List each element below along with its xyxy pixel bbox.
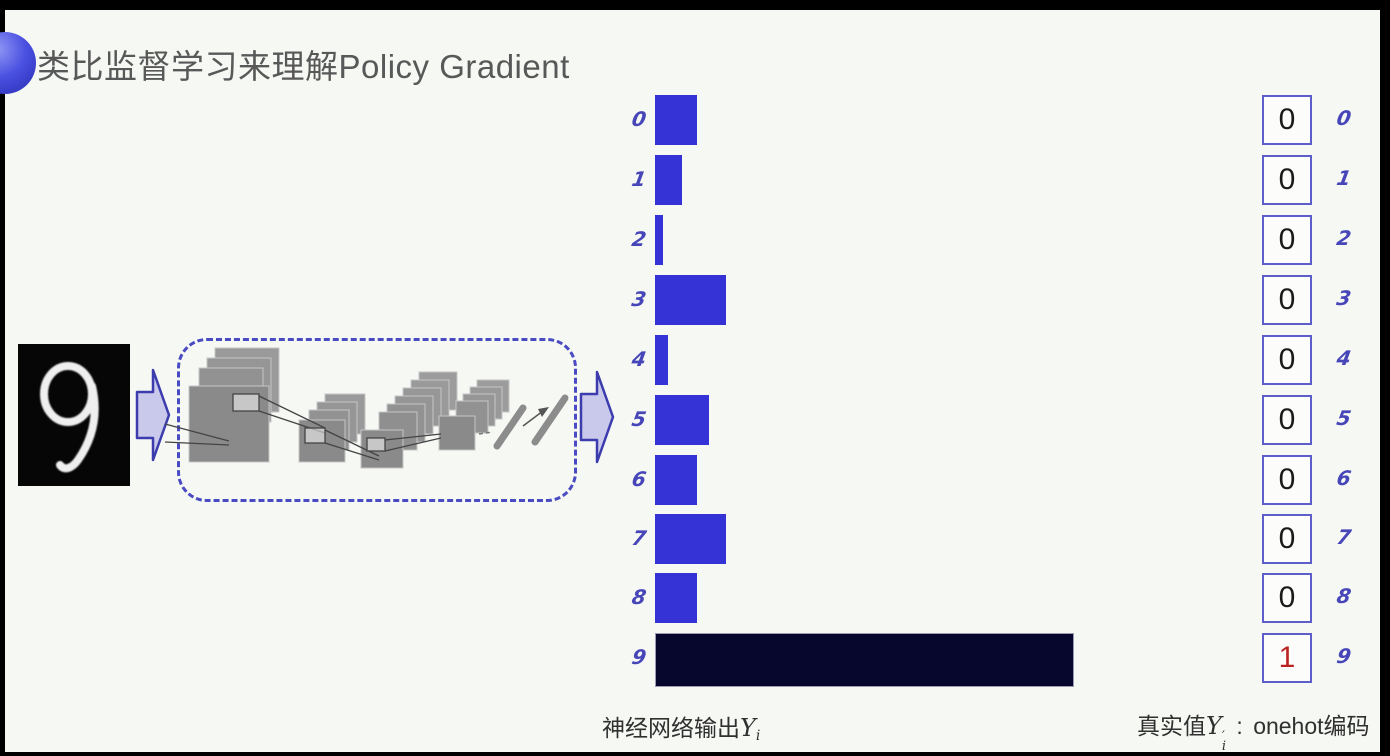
- onehot-cell-4: 0: [1262, 335, 1312, 385]
- onehot-cell-6: 0: [1262, 455, 1312, 505]
- bar-digit-1: [655, 155, 682, 205]
- onehot-cell-0: 0: [1262, 95, 1312, 145]
- math-symbol: Y: [740, 714, 756, 742]
- onehot-cell-1: 0: [1262, 155, 1312, 205]
- bar-digit-7: [655, 514, 726, 564]
- neural-network-diagram: [164, 338, 577, 502]
- math-prime: ′: [1221, 729, 1225, 744]
- onehot-cell-7: 0: [1262, 514, 1312, 564]
- bar-digit-0: [655, 95, 697, 145]
- math-subsup: ′ i: [1221, 729, 1227, 755]
- bar-digit-5: [655, 395, 709, 445]
- onehot-cell-2: 0: [1262, 215, 1312, 265]
- caption-text: 真实值: [1137, 713, 1206, 739]
- truth-value-caption: 真实值Y ′ i : onehot编码: [1137, 707, 1370, 755]
- math-subscript: i: [755, 728, 761, 744]
- bar-category-label: 1: [629, 167, 649, 191]
- mnist-digit-image: [18, 344, 130, 486]
- bar-category-label: 8: [629, 585, 649, 609]
- onehot-cell-9: 1: [1262, 633, 1312, 683]
- bar-category-label: 4: [629, 347, 649, 371]
- caption-text: 神经网络输出: [602, 715, 740, 741]
- right-arrow-icon: [135, 368, 171, 462]
- bar-category-label: 6: [629, 467, 649, 491]
- bar-digit-3: [655, 275, 726, 325]
- bar-digit-2: [655, 215, 663, 265]
- bar-category-label: 0: [629, 107, 649, 131]
- bar-category-label: 7: [629, 526, 649, 550]
- bar-category-label: 2: [629, 227, 649, 251]
- onehot-cell-8: 0: [1262, 573, 1312, 623]
- bar-category-label: 9: [629, 645, 649, 669]
- bar-digit-9: [655, 633, 1074, 687]
- caption-text: onehot编码: [1253, 713, 1370, 739]
- bar-digit-6: [655, 455, 697, 505]
- bar-category-label: 5: [629, 407, 649, 431]
- onehot-cell-3: 0: [1262, 275, 1312, 325]
- math-subscript: i: [1221, 739, 1227, 755]
- network-output-caption: 神经网络输出Yi: [602, 709, 760, 744]
- caption-separator: :: [1230, 713, 1250, 739]
- slide-title: 类比监督学习来理解Policy Gradient: [37, 48, 570, 85]
- bar-digit-4: [655, 335, 668, 385]
- bar-category-label: 3: [629, 287, 649, 311]
- digit-nine-glyph: [40, 362, 99, 473]
- bar-digit-8: [655, 573, 697, 623]
- math-symbol: Y: [1206, 712, 1222, 740]
- right-arrow-icon: [579, 370, 615, 464]
- onehot-cell-5: 0: [1262, 395, 1312, 445]
- cnn-layers-icon: [164, 347, 569, 469]
